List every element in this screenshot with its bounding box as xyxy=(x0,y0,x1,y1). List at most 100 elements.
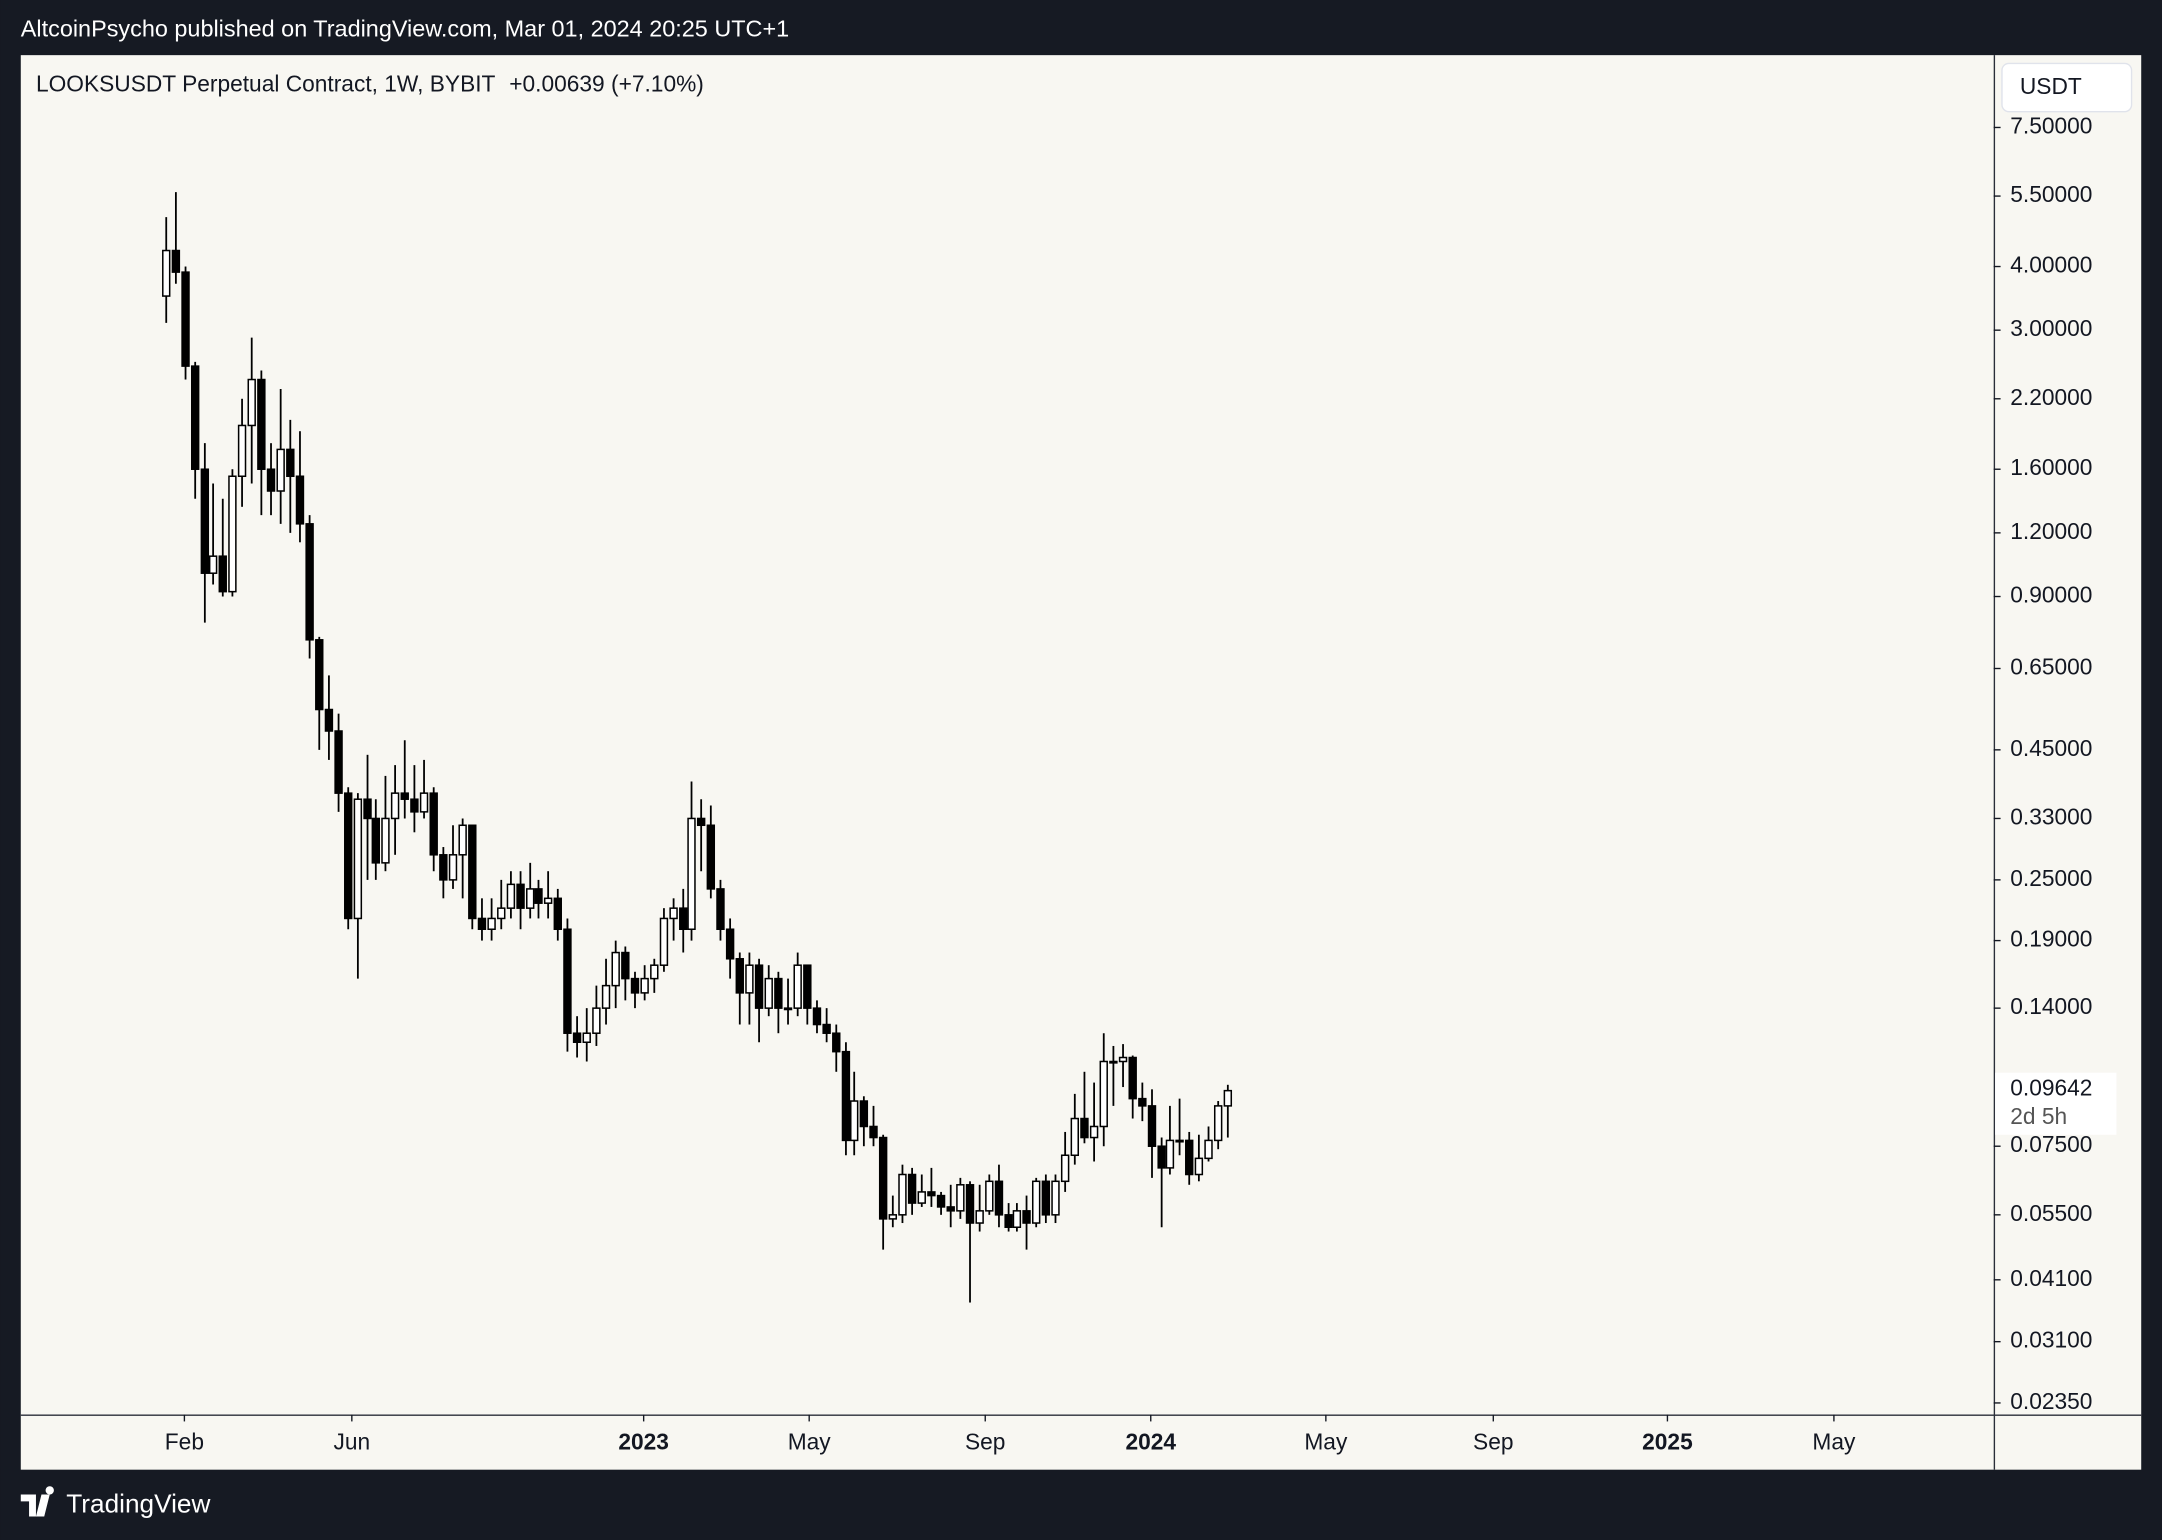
last-price-label: 0.09642 xyxy=(2010,1074,2092,1100)
symbol: LOOKSUSDT Perpetual Contract, 1W, BYBIT xyxy=(36,70,496,96)
candle-body xyxy=(869,1125,878,1139)
candle-body xyxy=(878,1136,888,1220)
candle-body xyxy=(1165,1139,1175,1169)
candle-body xyxy=(975,1210,984,1224)
candle-body xyxy=(888,1214,898,1220)
candle-body xyxy=(1118,1056,1128,1063)
candle-body xyxy=(735,958,744,994)
candle-body xyxy=(621,951,630,980)
candle-body xyxy=(390,792,400,820)
candle-body xyxy=(286,448,295,478)
candle-body xyxy=(553,897,562,931)
candle-body xyxy=(1080,1117,1089,1139)
footer-logo-text: TradingView xyxy=(66,1488,210,1518)
y-tick-label: 2.20000 xyxy=(2010,384,2092,410)
y-tick-label: 0.19000 xyxy=(2010,926,2092,952)
candle-body xyxy=(696,817,706,827)
y-tick-label: 1.60000 xyxy=(2010,454,2092,480)
candle-body xyxy=(344,792,353,920)
candle-body xyxy=(208,555,218,574)
candle-body xyxy=(582,1032,591,1044)
candle-body xyxy=(841,1050,851,1142)
candle-body xyxy=(832,1032,841,1053)
candle-body xyxy=(1051,1180,1060,1216)
currency[interactable]: USDT xyxy=(2020,73,2082,99)
candle-body xyxy=(640,977,649,994)
y-tick-label: 3.00000 xyxy=(2010,315,2092,341)
candle-body xyxy=(774,977,783,1009)
candle-body xyxy=(822,1023,831,1034)
candle-body xyxy=(506,883,516,909)
candle-body xyxy=(458,824,467,856)
x-tick-label: Jun xyxy=(334,1428,371,1454)
x-tick-label: 2023 xyxy=(618,1428,669,1454)
candle-body xyxy=(419,792,429,813)
change: +0.00639 (+7.10%) xyxy=(509,70,704,96)
y-tick-label: 4.00000 xyxy=(2010,252,2092,278)
countdown: 2d 5h xyxy=(2010,1103,2067,1129)
y-tick-label: 5.50000 xyxy=(2010,181,2092,207)
candle-body xyxy=(429,792,438,856)
candle-body xyxy=(725,928,735,960)
candle-body xyxy=(516,883,525,909)
candle-body xyxy=(1022,1210,1031,1224)
x-tick-label: May xyxy=(788,1428,832,1454)
candle-body xyxy=(1194,1157,1204,1176)
candle-body xyxy=(812,1007,822,1026)
x-tick-label: 2024 xyxy=(1125,1428,1176,1454)
candle-body xyxy=(237,424,247,478)
candle-body xyxy=(1175,1139,1184,1143)
candle-body xyxy=(1109,1060,1118,1064)
candle-body xyxy=(764,977,773,1009)
candle-body xyxy=(650,964,659,980)
x-tick-label: 2025 xyxy=(1642,1428,1693,1454)
candle-body xyxy=(371,817,381,864)
y-tick-label: 0.03100 xyxy=(2010,1327,2092,1353)
candle-body xyxy=(247,378,256,427)
candle-body xyxy=(1185,1139,1194,1176)
candle-body xyxy=(410,798,419,813)
y-tick-label: 0.65000 xyxy=(2010,653,2092,679)
candle-body xyxy=(669,907,678,920)
candle-body xyxy=(190,365,200,470)
y-tick-label: 0.04100 xyxy=(2010,1265,2092,1291)
candle-body xyxy=(592,1007,601,1034)
last-price-box xyxy=(1995,1072,2117,1135)
candle-body xyxy=(803,964,812,1009)
candle-body xyxy=(679,907,688,931)
candle-body xyxy=(439,854,448,881)
candle-body xyxy=(927,1191,936,1197)
candle-body xyxy=(1070,1117,1080,1157)
candle-body xyxy=(659,917,669,966)
candle-body xyxy=(1099,1060,1108,1128)
candle-body xyxy=(850,1100,859,1142)
candle-body xyxy=(363,798,372,820)
candle-body xyxy=(716,888,725,931)
candle-body xyxy=(907,1173,917,1204)
candle-body xyxy=(994,1180,1004,1216)
candle-body xyxy=(334,730,343,794)
candle-body xyxy=(1012,1210,1022,1228)
candle-body xyxy=(859,1100,869,1128)
y-tick-label: 1.20000 xyxy=(2010,518,2092,544)
footer-logo xyxy=(20,1486,54,1517)
candle-body xyxy=(956,1184,965,1212)
candle-body xyxy=(936,1194,946,1208)
x-tick-label: May xyxy=(1304,1428,1348,1454)
candle-body xyxy=(477,917,487,931)
header: AltcoinPsycho published on TradingView.c… xyxy=(21,16,789,42)
candle-body xyxy=(266,468,276,492)
chart-area xyxy=(20,55,2142,1470)
y-tick-label: 0.45000 xyxy=(2010,735,2092,761)
candle-body xyxy=(315,639,324,711)
currency-button[interactable] xyxy=(2001,62,2133,113)
candle-body xyxy=(295,475,305,525)
candle-body xyxy=(1204,1139,1213,1160)
candle-body xyxy=(1089,1125,1099,1139)
candle-body xyxy=(965,1184,975,1224)
candle-body xyxy=(1223,1089,1233,1107)
candle-body xyxy=(1004,1214,1013,1228)
candle-body xyxy=(572,1032,582,1044)
